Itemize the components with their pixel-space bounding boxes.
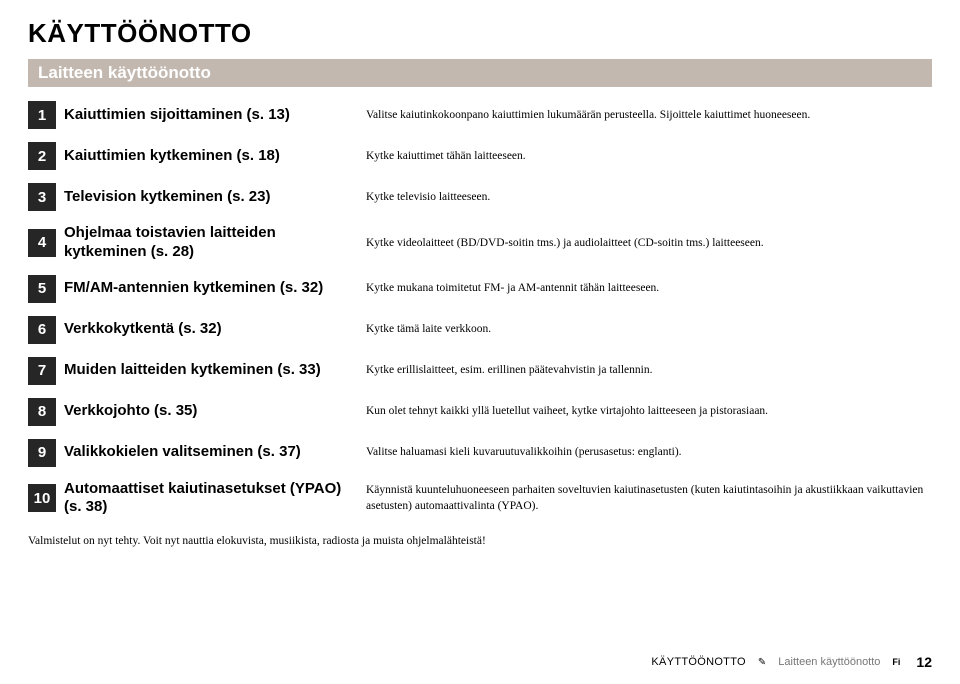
completion-note: Valmistelut on nyt tehty. Voit nyt nautt… (28, 535, 932, 547)
step-label: Television kytkeminen (s. 23) (56, 188, 358, 207)
step-row: 2Kaiuttimien kytkeminen (s. 18)Kytke kai… (28, 142, 932, 170)
step-row: 9Valikkokielen valitseminen (s. 37)Valit… (28, 439, 932, 467)
step-label: Verkkokytkentä (s. 32) (56, 320, 358, 339)
step-number: 5 (28, 275, 56, 303)
step-label: Kaiuttimien kytkeminen (s. 18) (56, 147, 358, 166)
step-description: Kytke mukana toimitetut FM- ja AM-antenn… (358, 280, 932, 296)
step-row: 8Verkkojohto (s. 35)Kun olet tehnyt kaik… (28, 398, 932, 426)
step-row: 5FM/AM-antennien kytkeminen (s. 32)Kytke… (28, 275, 932, 303)
step-number: 9 (28, 439, 56, 467)
step-number: 10 (28, 484, 56, 512)
step-row: 1Kaiuttimien sijoittaminen (s. 13)Valits… (28, 101, 932, 129)
pencil-icon: ✎ (758, 657, 766, 668)
breadcrumb-section: KÄYTTÖÖNOTTO (651, 656, 745, 668)
breadcrumb-subsection: Laitteen käyttöönotto (778, 656, 880, 668)
step-label: Automaattiset kaiutinasetukset (YPAO) (s… (56, 480, 358, 518)
step-description: Kytke videolaitteet (BD/DVD-soitin tms.)… (358, 235, 932, 251)
section-heading: Laitteen käyttöönotto (28, 59, 932, 87)
page-footer: KÄYTTÖÖNOTTO ✎ Laitteen käyttöönotto Fi … (651, 654, 932, 670)
page-number: 12 (916, 654, 932, 670)
step-number: 3 (28, 183, 56, 211)
step-description: Valitse haluamasi kieli kuvaruutuvalikko… (358, 444, 932, 460)
step-description: Kun olet tehnyt kaikki yllä luetellut va… (358, 403, 932, 419)
step-description: Kytke kaiuttimet tähän laitteeseen. (358, 148, 932, 164)
step-row: 7Muiden laitteiden kytkeminen (s. 33)Kyt… (28, 357, 932, 385)
step-number: 8 (28, 398, 56, 426)
step-number: 6 (28, 316, 56, 344)
step-label: Ohjelmaa toistavien laitteiden kytkemine… (56, 224, 358, 262)
step-label: Verkkojohto (s. 35) (56, 402, 358, 421)
step-number: 1 (28, 101, 56, 129)
step-number: 2 (28, 142, 56, 170)
step-description: Kytke televisio laitteeseen. (358, 189, 932, 205)
step-description: Kytke erillislaitteet, esim. erillinen p… (358, 362, 932, 378)
step-description: Valitse kaiutinkokoonpano kaiuttimien lu… (358, 107, 932, 123)
steps-list: 1Kaiuttimien sijoittaminen (s. 13)Valits… (28, 101, 932, 517)
page-title: KÄYTTÖÖNOTTO (28, 18, 932, 49)
step-description: Kytke tämä laite verkkoon. (358, 321, 932, 337)
step-number: 4 (28, 229, 56, 257)
step-label: FM/AM-antennien kytkeminen (s. 32) (56, 279, 358, 298)
step-row: 3Television kytkeminen (s. 23)Kytke tele… (28, 183, 932, 211)
step-description: Käynnistä kuunteluhuoneeseen parhaiten s… (358, 482, 932, 514)
step-label: Valikkokielen valitseminen (s. 37) (56, 443, 358, 462)
language-label: Fi (892, 657, 900, 667)
step-row: 10Automaattiset kaiutinasetukset (YPAO) … (28, 480, 932, 518)
step-label: Kaiuttimien sijoittaminen (s. 13) (56, 106, 358, 125)
step-number: 7 (28, 357, 56, 385)
step-row: 6Verkkokytkentä (s. 32)Kytke tämä laite … (28, 316, 932, 344)
step-row: 4Ohjelmaa toistavien laitteiden kytkemin… (28, 224, 932, 262)
step-label: Muiden laitteiden kytkeminen (s. 33) (56, 361, 358, 380)
